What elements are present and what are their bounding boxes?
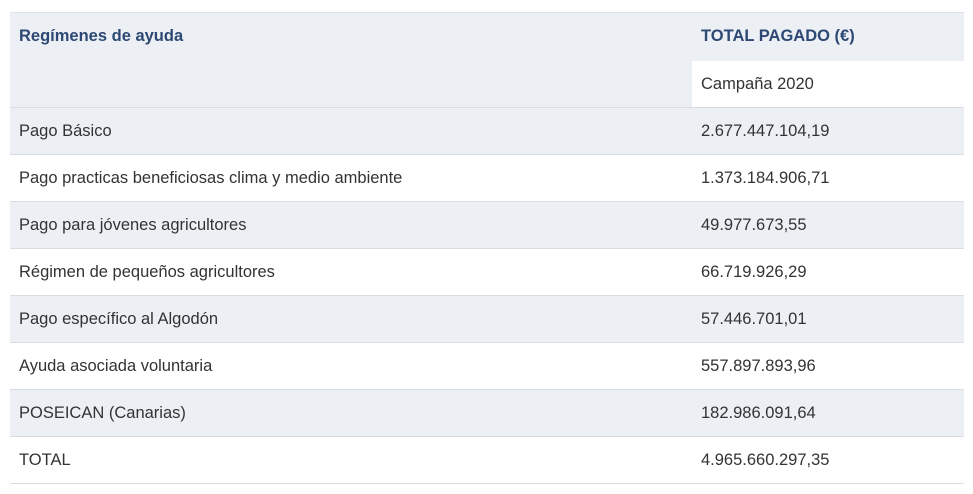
campaign-row: Campaña 2020 [10, 61, 964, 108]
table-row: Pago Básico 2.677.447.104,19 [10, 107, 964, 155]
amount-cell: 57.446.701,01 [692, 295, 964, 343]
amount-cell: 557.897.893,96 [692, 342, 964, 390]
total-paid-column-header: TOTAL PAGADO (€) [692, 12, 964, 61]
total-row: TOTAL 4.965.660.297,35 [10, 436, 964, 484]
regime-cell: POSEICAN (Canarias) [10, 389, 692, 437]
table-row: Ayuda asociada voluntaria 557.897.893,96 [10, 342, 964, 390]
table-row: Pago practicas beneficiosas clima y medi… [10, 154, 964, 202]
table-row: POSEICAN (Canarias) 182.986.091,64 [10, 389, 964, 437]
regime-cell: Pago Básico [10, 107, 692, 155]
regime-cell: Ayuda asociada voluntaria [10, 342, 692, 390]
total-amount-cell: 4.965.660.297,35 [692, 436, 964, 484]
amount-cell: 182.986.091,64 [692, 389, 964, 437]
table-header: Regímenes de ayuda TOTAL PAGADO (€) Camp… [10, 12, 964, 108]
amount-cell: 2.677.447.104,19 [692, 107, 964, 155]
campaign-subheader: Campaña 2020 [692, 61, 964, 108]
table-row: Régimen de pequeños agricultores 66.719.… [10, 248, 964, 296]
aid-payments-table: Regímenes de ayuda TOTAL PAGADO (€) Camp… [10, 12, 964, 484]
table-row: Pago para jóvenes agricultores 49.977.67… [10, 201, 964, 249]
regime-cell: Régimen de pequeños agricultores [10, 248, 692, 296]
table-body: Pago Básico 2.677.447.104,19 Pago practi… [10, 107, 964, 484]
header-row: Regímenes de ayuda TOTAL PAGADO (€) [10, 12, 964, 108]
amount-cell: 1.373.184.906,71 [692, 154, 964, 202]
total-label-cell: TOTAL [10, 436, 692, 484]
amount-cell: 66.719.926,29 [692, 248, 964, 296]
regime-cell: Pago para jóvenes agricultores [10, 201, 692, 249]
regimes-column-header: Regímenes de ayuda [10, 12, 692, 108]
regime-cell: Pago practicas beneficiosas clima y medi… [10, 154, 692, 202]
regime-cell: Pago específico al Algodón [10, 295, 692, 343]
table-row: Pago específico al Algodón 57.446.701,01 [10, 295, 964, 343]
amount-cell: 49.977.673,55 [692, 201, 964, 249]
